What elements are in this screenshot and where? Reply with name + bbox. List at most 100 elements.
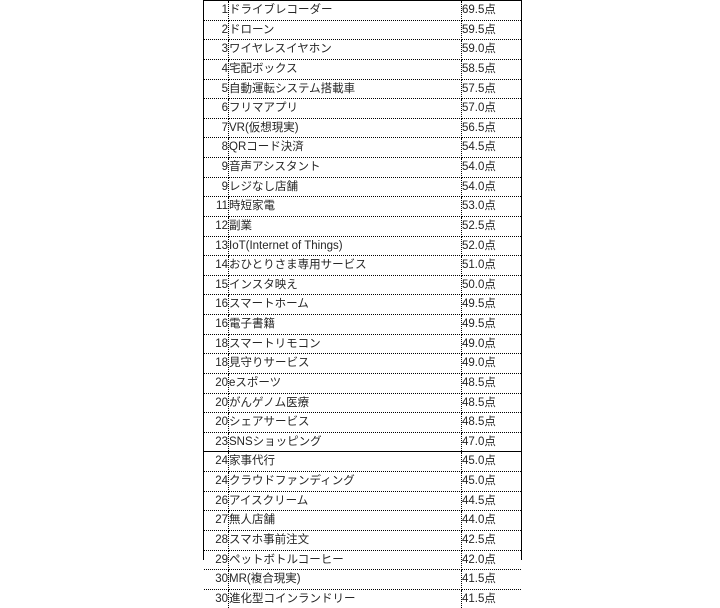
item-name-cell: ドローン	[228, 20, 462, 41]
score-cell: 51.0点	[461, 255, 521, 276]
score-cell: 44.5点	[461, 491, 521, 512]
item-name-cell: クラウドファンディング	[228, 471, 462, 492]
item-name-cell: フリマアプリ	[228, 98, 462, 119]
rank-cell: 2	[204, 20, 229, 41]
table-row: 18 スマートリモコン 49.0点	[204, 334, 521, 355]
rank-cell: 18	[204, 334, 229, 355]
item-name-cell: おひとりさま専用サービス	[228, 255, 462, 276]
table-row: 9 レジなし店舗 54.0点	[204, 177, 521, 198]
item-name-cell: ワイヤレスイヤホン	[228, 39, 462, 60]
table-row: 24 クラウドファンディング 45.0点	[204, 471, 521, 492]
rank-cell: 27	[204, 510, 229, 531]
item-name-cell: ドライブレコーダー	[228, 1, 462, 21]
item-name-cell: 進化型コインランドリー	[228, 589, 462, 608]
rank-cell: 18	[204, 353, 229, 374]
item-name-cell: 見守りサービス	[228, 353, 462, 374]
item-name-cell: 音声アシスタント	[228, 157, 462, 178]
table-row: 28 スマホ事前注文 42.5点	[204, 530, 521, 551]
rank-cell: 23	[204, 432, 229, 453]
table-row: 7 VR(仮想現実) 56.5点	[204, 118, 521, 139]
item-name-cell: 電子書籍	[228, 314, 462, 335]
rank-cell: 8	[204, 137, 229, 158]
table-row: 5 自動運転システム搭載車 57.5点	[204, 79, 521, 100]
rank-cell: 30	[204, 589, 229, 608]
item-name-cell: シェアサービス	[228, 412, 462, 433]
score-cell: 47.0点	[461, 432, 521, 453]
item-name-cell: 副業	[228, 216, 462, 237]
table-row: 20 eスポーツ 48.5点	[204, 373, 521, 394]
score-cell: 48.5点	[461, 412, 521, 433]
item-name-cell: 宅配ボックス	[228, 59, 462, 80]
table-row: 20 シェアサービス 48.5点	[204, 412, 521, 433]
rank-cell: 20	[204, 373, 229, 394]
score-cell: 57.0点	[461, 98, 521, 119]
item-name-cell: レジなし店舗	[228, 177, 462, 198]
item-name-cell: QRコード決済	[228, 137, 462, 158]
table-row: 16 スマートホーム 49.5点	[204, 294, 521, 315]
item-name-cell: eスポーツ	[228, 373, 462, 394]
score-cell: 49.0点	[461, 353, 521, 374]
table-row: 23 SNSショッピング 47.0点	[204, 432, 521, 453]
rank-cell: 30	[204, 569, 229, 590]
score-cell: 48.5点	[461, 373, 521, 394]
item-name-cell: 自動運転システム搭載車	[228, 79, 462, 100]
rank-cell: 24	[204, 451, 229, 472]
score-cell: 54.0点	[461, 177, 521, 198]
table-row: 8 QRコード決済 54.5点	[204, 137, 521, 158]
rank-cell: 7	[204, 118, 229, 139]
ranking-table-body: 1 ドライブレコーダー 69.5点 2 ドローン 59.5点 3 ワイヤレスイヤホン 59.0点…	[204, 1, 521, 608]
score-cell: 52.5点	[461, 216, 521, 237]
item-name-cell: インスタ映え	[228, 275, 462, 296]
score-cell: 41.5点	[461, 569, 521, 590]
rank-cell: 3	[204, 39, 229, 60]
rank-cell: 26	[204, 491, 229, 512]
score-cell: 49.0点	[461, 334, 521, 355]
score-cell: 49.5点	[461, 294, 521, 315]
item-name-cell: 家事代行	[228, 451, 462, 472]
ranking-table-container: 1 ドライブレコーダー 69.5点 2 ドローン 59.5点 3 ワイヤレスイヤホン 59.0点…	[203, 0, 522, 608]
rank-cell: 9	[204, 157, 229, 178]
rank-cell: 16	[204, 294, 229, 315]
score-cell: 57.5点	[461, 79, 521, 100]
rank-cell: 12	[204, 216, 229, 237]
score-cell: 45.0点	[461, 471, 521, 492]
score-cell: 59.0点	[461, 39, 521, 60]
rank-cell: 4	[204, 59, 229, 80]
rank-cell: 11	[204, 196, 229, 217]
item-name-cell: 無人店舗	[228, 510, 462, 531]
score-cell: 54.0点	[461, 157, 521, 178]
item-name-cell: スマホ事前注文	[228, 530, 462, 551]
rank-cell: 9	[204, 177, 229, 198]
item-name-cell: スマートリモコン	[228, 334, 462, 355]
rank-cell: 5	[204, 79, 229, 100]
table-row: 27 無人店舗 44.0点	[204, 510, 521, 531]
score-cell: 58.5点	[461, 59, 521, 80]
table-row: 4 宅配ボックス 58.5点	[204, 59, 521, 80]
score-cell: 41.5点	[461, 589, 521, 608]
score-cell: 45.0点	[461, 451, 521, 472]
table-row: 26 アイスクリーム 44.5点	[204, 491, 521, 512]
item-name-cell: アイスクリーム	[228, 491, 462, 512]
score-cell: 42.5点	[461, 530, 521, 551]
table-row: 30 MR(複合現実) 41.5点	[204, 569, 521, 590]
table-row: 13 IoT(Internet of Things) 52.0点	[204, 236, 521, 257]
score-cell: 48.5点	[461, 393, 521, 414]
item-name-cell: スマートホーム	[228, 294, 462, 315]
table-row: 12 副業 52.5点	[204, 216, 521, 237]
item-name-cell: がんゲノム医療	[228, 393, 462, 414]
table-row: 9 音声アシスタント 54.0点	[204, 157, 521, 178]
item-name-cell: SNSショッピング	[228, 432, 462, 453]
item-name-cell: MR(複合現実)	[228, 569, 462, 590]
table-row: 3 ワイヤレスイヤホン 59.0点	[204, 39, 521, 60]
item-name-cell: IoT(Internet of Things)	[228, 236, 462, 257]
rank-cell: 28	[204, 530, 229, 551]
rank-cell: 1	[204, 1, 229, 21]
rank-cell: 16	[204, 314, 229, 335]
table-row: 6 フリマアプリ 57.0点	[204, 98, 521, 119]
table-row: 11 時短家電 53.0点	[204, 196, 521, 217]
rank-cell: 20	[204, 393, 229, 414]
score-cell: 50.0点	[461, 275, 521, 296]
table-row: 24 家事代行 45.0点	[204, 451, 521, 472]
rank-cell: 20	[204, 412, 229, 433]
item-name-cell: 時短家電	[228, 196, 462, 217]
